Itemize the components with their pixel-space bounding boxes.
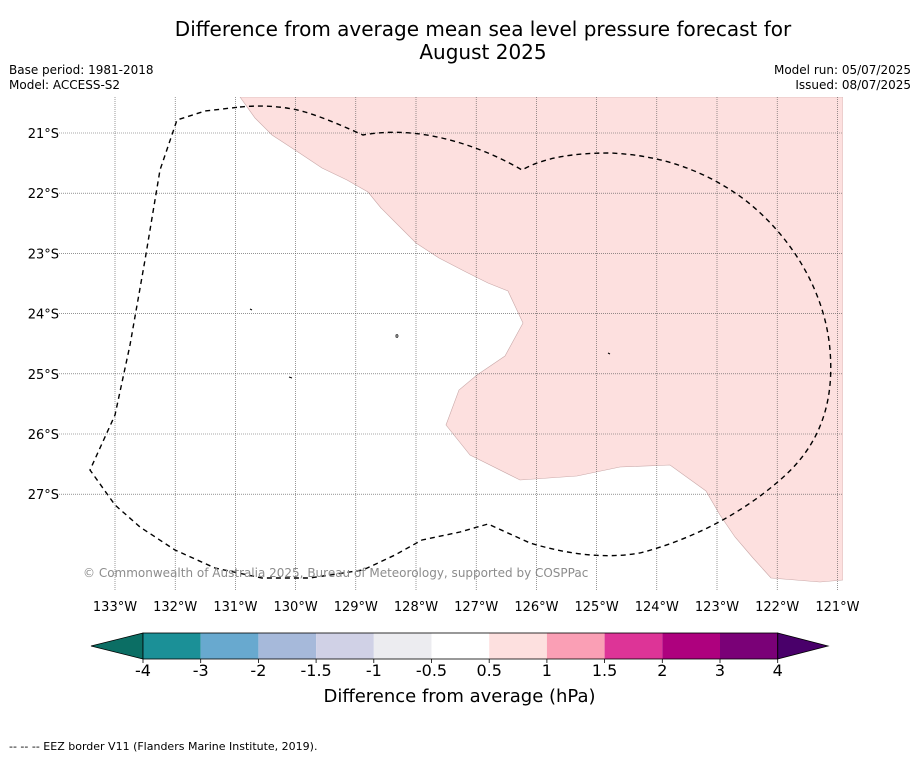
colorbar-tick-label: -2 xyxy=(250,661,266,680)
latitude-label: 21°S xyxy=(28,127,59,142)
colorbar-swatch xyxy=(258,633,317,659)
positive-anomaly-region xyxy=(239,97,843,583)
title-line-1: Difference from average mean sea level p… xyxy=(174,17,792,41)
issued-text: Issued: 08/07/2025 xyxy=(795,78,911,92)
latitude-labels: 21°S 22°S 23°S 24°S 25°S 26°S 27°S xyxy=(28,127,59,503)
colorbar-swatch xyxy=(200,633,259,659)
model-text: Model: ACCESS-S2 xyxy=(9,78,121,92)
longitude-label: 127°W xyxy=(454,600,498,615)
colorbar-tick-label: 2 xyxy=(657,661,667,680)
island-marker xyxy=(395,334,399,338)
colorbar xyxy=(90,632,830,660)
copyright-text: © Commonwealth of Australia 2025, Bureau… xyxy=(83,566,588,580)
colorbar-under-arrow xyxy=(90,632,144,660)
longitude-label: 121°W xyxy=(815,600,859,615)
colorbar-tick-label: 3 xyxy=(715,661,725,680)
eez-border-line xyxy=(89,105,832,579)
latitude-label: 23°S xyxy=(28,247,59,262)
colorbar-tick-label: -1 xyxy=(366,661,382,680)
colorbar-swatch xyxy=(604,633,663,659)
longitude-label: 124°W xyxy=(635,600,679,615)
colorbar-tick-label: -4 xyxy=(135,661,151,680)
colorbar-tick-label: 4 xyxy=(773,661,783,680)
model-run-text: Model run: 05/07/2025 xyxy=(773,63,911,77)
latitude-label: 22°S xyxy=(28,187,59,202)
graticule xyxy=(55,97,843,590)
run-info: Model run: 05/07/2025 Issued: 08/07/2025 xyxy=(774,63,911,93)
colorbar-over-arrow xyxy=(777,632,830,660)
colorbar-swatch xyxy=(720,633,778,659)
colorbar-tick-label: -3 xyxy=(193,661,209,680)
eez-legend-text: -- -- -- EEZ border V11 (Flanders Marine… xyxy=(9,740,318,753)
longitude-label: 131°W xyxy=(213,600,257,615)
colorbar-tick-label: 1 xyxy=(542,661,552,680)
colorbar-swatch xyxy=(316,633,374,659)
longitude-label: 123°W xyxy=(695,600,739,615)
longitude-label: 122°W xyxy=(755,600,799,615)
island-marker xyxy=(288,376,293,379)
longitude-label: 133°W xyxy=(93,600,137,615)
base-info: Base period: 1981-2018 Model: ACCESS-S2 xyxy=(9,63,154,93)
latitude-label: 25°S xyxy=(28,368,59,383)
longitude-labels: 133°W 132°W 131°W 130°W 129°W 128°W 127°W 126°W… xyxy=(93,600,860,615)
colorbar-ticks: -4 -3 -2 -1.5 -1 -0.5 0.5 1 1.5 2 3 4 xyxy=(135,659,783,680)
longitude-label: 126°W xyxy=(514,600,558,615)
longitude-label: 129°W xyxy=(334,600,378,615)
longitude-label: 128°W xyxy=(394,600,438,615)
island-marker xyxy=(607,352,611,355)
island-marker xyxy=(249,308,253,311)
longitude-label: 132°W xyxy=(153,600,197,615)
longitude-label: 125°W xyxy=(575,600,619,615)
colorbar-tick-label: 1.5 xyxy=(592,661,617,680)
latitude-label: 27°S xyxy=(28,488,59,503)
colorbar-swatch xyxy=(373,633,432,659)
colorbar-swatch xyxy=(431,633,490,659)
colorbar-label: Difference from average (hPa) xyxy=(323,686,596,707)
colorbar-tick-label: 0.5 xyxy=(476,661,501,680)
latitude-label: 24°S xyxy=(28,308,59,323)
latitude-label: 26°S xyxy=(28,428,59,443)
title-line-2: August 2025 xyxy=(419,40,547,64)
colorbar-swatch xyxy=(662,633,720,659)
map-title: Difference from average mean sea level p… xyxy=(0,18,919,64)
colorbar-swatch xyxy=(143,633,201,659)
base-period-text: Base period: 1981-2018 xyxy=(9,63,154,77)
colorbar-tick-label: -0.5 xyxy=(416,661,447,680)
longitude-label: 130°W xyxy=(274,600,318,615)
colorbar-tick-label: -1.5 xyxy=(300,661,331,680)
colorbar-swatch xyxy=(546,633,605,659)
colorbar-frame xyxy=(142,632,779,660)
colorbar-swatch xyxy=(489,633,547,659)
